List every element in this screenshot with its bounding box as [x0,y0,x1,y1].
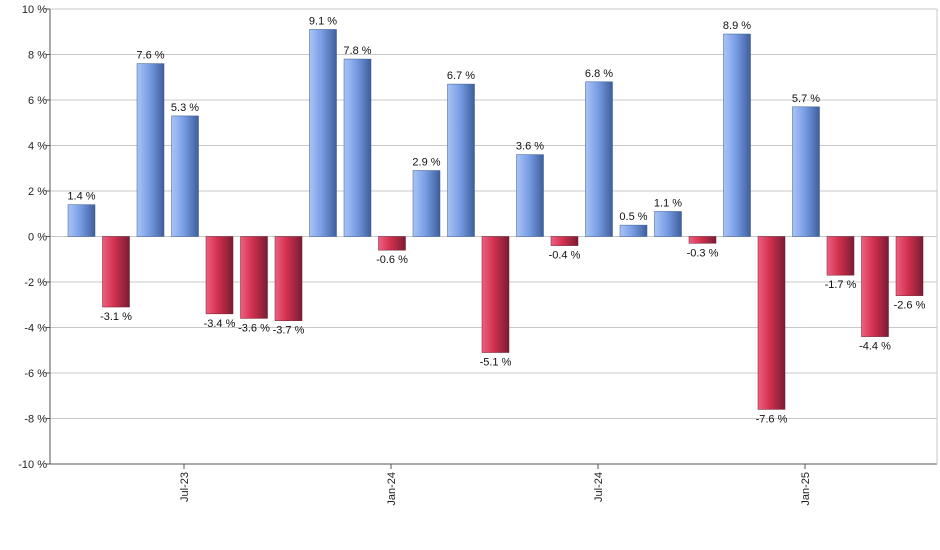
data-label: 9.1 % [309,15,337,27]
data-label: 2.9 % [412,157,440,169]
x-tick-label: Jul-24 [593,472,605,502]
data-label: -7.6 % [756,413,788,425]
data-label: 7.6 % [136,50,164,62]
data-labels: 1.4 % -3.1 % 7.6 % 5.3 % -3.4 % -3.6 % -3.7 % 9… [67,15,925,425]
y-tick-label: -4 % [24,323,47,335]
data-label: -3.7 % [273,325,305,337]
bar [102,236,130,308]
data-label: -4.4 % [859,341,891,353]
bar [585,81,613,237]
y-tick-label: 8 % [28,50,47,62]
y-tick-label: 6 % [28,95,47,107]
bar [205,236,234,315]
y-tick-label: -2 % [24,277,47,289]
bar [171,115,199,237]
data-label: 3.6 % [516,141,544,153]
bar [688,236,717,244]
y-tick-label: -8 % [24,414,47,426]
bar [550,236,579,246]
data-label: 5.7 % [792,93,820,105]
x-tick-label: Jul-23 [179,472,191,502]
data-label: 0.5 % [619,211,647,223]
data-label: -0.4 % [549,250,581,262]
data-label: -3.4 % [204,318,236,330]
bar [412,170,441,237]
data-label: 1.1 % [654,197,682,209]
bar [343,58,372,237]
y-tick-label: 0 % [28,232,47,244]
data-label: 8.9 % [723,20,751,32]
bar [136,63,165,237]
bar [895,236,924,296]
bar [516,154,544,237]
data-label: -1.7 % [825,279,857,291]
bar [861,236,889,337]
axes: 10 % 8 % 6 % 4 % 2 % 0 % -2 % -4 % -6 % -8 % -10 %… [18,4,938,506]
data-label: -3.1 % [100,311,132,323]
data-label: 1.4 % [67,191,95,203]
bar [481,236,510,353]
bar [619,224,648,237]
bar [67,204,96,237]
y-tick-label: 2 % [28,186,47,198]
bar [826,236,855,276]
data-label: -5.1 % [480,357,512,369]
bar [309,29,337,237]
y-tick-label: -6 % [24,368,47,380]
bar [274,236,303,321]
bar [447,83,475,237]
data-label: 6.8 % [585,68,613,80]
bar [723,33,751,237]
data-label: -2.6 % [894,300,926,312]
bar [792,106,820,237]
data-label: 7.8 % [343,45,371,57]
data-label: -3.6 % [238,322,270,334]
bar [654,211,682,237]
x-tick-label: Jan-24 [386,472,398,506]
data-label: 5.3 % [171,102,199,114]
data-label: -0.6 % [376,254,408,266]
x-tick-label: Jan-25 [800,472,812,506]
bar [378,236,406,251]
bar [757,236,786,410]
data-label: -0.3 % [687,247,719,259]
y-tick-label: -10 % [18,459,47,471]
bars [67,29,924,410]
y-tick-label: 10 % [22,4,47,16]
data-label: 6.7 % [447,70,475,82]
bar [240,236,268,319]
y-tick-label: 4 % [28,141,47,153]
